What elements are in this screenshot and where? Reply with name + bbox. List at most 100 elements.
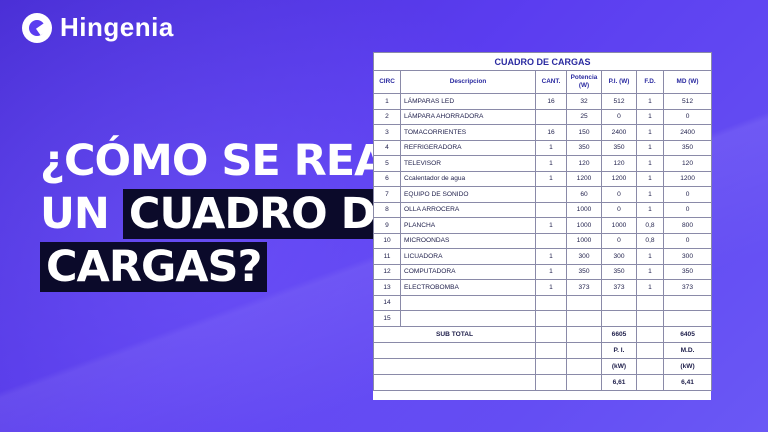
cell-descripcion: MICROONDAS [400, 232, 536, 249]
cell-circ: 9 [373, 217, 401, 234]
headline-line-3: cargas? [40, 241, 360, 294]
table-row: 2 LÁMPARA AHORRADORA 25 0 1 0 [373, 108, 713, 125]
cell-pi: 120 [601, 155, 637, 172]
cell-cant: 1 [535, 139, 567, 156]
cell-fd [636, 294, 664, 311]
load-table-sheet: CUADRO DE CARGAS CIRC Descripcion CANT. … [372, 52, 713, 400]
cell-md: 1200 [662, 170, 713, 187]
subtotal-md: 6405 [662, 325, 713, 343]
summary-empty [535, 341, 567, 359]
summary-empty [636, 373, 664, 391]
summary-empty [636, 341, 664, 359]
cell-md: 800 [662, 217, 713, 234]
cell-pi [601, 310, 637, 327]
cell-fd: 1 [636, 186, 664, 203]
cell-potencia: 350 [566, 139, 602, 156]
cell-circ: 3 [373, 124, 401, 141]
cell-fd: 1 [636, 108, 664, 125]
cell-circ: 12 [373, 263, 401, 280]
cell-circ: 8 [373, 201, 401, 218]
cell-md: 300 [662, 248, 713, 265]
summary-empty [566, 357, 602, 375]
cell-fd: 0,8 [636, 217, 664, 234]
summary-md-unit: (kW) [662, 357, 713, 375]
table-row: 5 TELEVISOR 1 120 120 1 120 [373, 155, 713, 172]
cell-descripcion: PLANCHA [400, 217, 536, 234]
summary-empty [373, 341, 536, 359]
cell-md: 350 [662, 263, 713, 280]
cell-cant [535, 201, 567, 218]
cell-pi: 300 [601, 248, 637, 265]
table-title: CUADRO DE CARGAS [372, 52, 713, 71]
summary-label-row: P. I. M.D. [373, 341, 713, 359]
cell-cant [535, 232, 567, 249]
summary-pi-value: 6,61 [601, 373, 637, 391]
cell-potencia: 25 [566, 108, 602, 125]
header-potencia: Potencia (W) [566, 70, 602, 94]
cell-cant [535, 108, 567, 125]
table-row: 4 REFRIGERADORA 1 350 350 1 350 [373, 139, 713, 156]
cell-md: 2400 [662, 124, 713, 141]
cell-circ: 6 [373, 170, 401, 187]
cell-descripcion: LÁMPARA AHORRADORA [400, 108, 536, 125]
cell-fd [636, 310, 664, 327]
cell-fd: 1 [636, 139, 664, 156]
table-row: 10 MICROONDAS 1000 0 0,8 0 [373, 232, 713, 249]
header-descripcion: Descripcion [400, 70, 536, 94]
summary-unit-row: (kW) (kW) [373, 357, 713, 375]
cell-pi: 350 [601, 263, 637, 280]
table-row: 7 EQUIPO DE SONIDO 60 0 1 0 [373, 186, 713, 203]
cell-md [662, 310, 713, 327]
cell-cant [535, 186, 567, 203]
cell-cant [535, 294, 567, 311]
cell-potencia [566, 310, 602, 327]
cell-pi: 0 [601, 186, 637, 203]
cell-circ: 13 [373, 279, 401, 296]
table-row: 9 PLANCHA 1 1000 1000 0,8 800 [373, 217, 713, 234]
subtotal-row: SUB TOTAL 6605 6405 [373, 325, 713, 343]
cell-potencia: 60 [566, 186, 602, 203]
brand-logo: Hingenia [22, 12, 174, 43]
cell-descripcion [400, 310, 536, 327]
subtotal-empty [636, 325, 664, 343]
cell-pi: 512 [601, 93, 637, 110]
summary-md-value: 6,41 [662, 373, 713, 391]
cell-descripcion: ELECTROBOMBA [400, 279, 536, 296]
cell-cant: 16 [535, 124, 567, 141]
table-row: 8 OLLA ARROCERA 1000 0 1 0 [373, 201, 713, 218]
cell-descripcion: Ccalentador de agua [400, 170, 536, 187]
cell-circ: 10 [373, 232, 401, 249]
cell-potencia: 1200 [566, 170, 602, 187]
header-pi: P.I. (W) [601, 70, 637, 94]
header-md: MD (W) [662, 70, 713, 94]
cell-pi [601, 294, 637, 311]
cell-md: 0 [662, 201, 713, 218]
summary-empty [636, 357, 664, 375]
cell-cant [535, 310, 567, 327]
summary-md-label: M.D. [662, 341, 713, 359]
summary-empty [566, 341, 602, 359]
headline-line-1: ¿Cómo se realiza [40, 136, 491, 186]
summary-empty [566, 373, 602, 391]
cell-fd: 1 [636, 155, 664, 172]
subtotal-empty [535, 325, 567, 343]
cell-pi: 1000 [601, 217, 637, 234]
cell-pi: 350 [601, 139, 637, 156]
load-table: CUADRO DE CARGAS CIRC Descripcion CANT. … [372, 52, 713, 391]
cell-fd: 1 [636, 124, 664, 141]
summary-pi-label: P. I. [601, 341, 637, 359]
summary-value-row: 6,61 6,41 [373, 373, 713, 391]
brand-name: Hingenia [60, 12, 174, 42]
table-row: 6 Ccalentador de agua 1 1200 1200 1 1200 [373, 170, 713, 187]
cell-fd: 1 [636, 93, 664, 110]
cell-pi: 1200 [601, 170, 637, 187]
table-row: 12 COMPUTADORA 1 350 350 1 350 [373, 263, 713, 280]
cell-descripcion: EQUIPO DE SONIDO [400, 186, 536, 203]
table-row: 13 ELECTROBOMBA 1 373 373 1 373 [373, 279, 713, 296]
subtotal-empty [566, 325, 602, 343]
cell-descripcion: TOMACORRIENTES [400, 124, 536, 141]
cell-circ: 15 [373, 310, 401, 327]
cell-fd: 1 [636, 170, 664, 187]
cell-potencia: 300 [566, 248, 602, 265]
cell-descripcion: LICUADORA [400, 248, 536, 265]
